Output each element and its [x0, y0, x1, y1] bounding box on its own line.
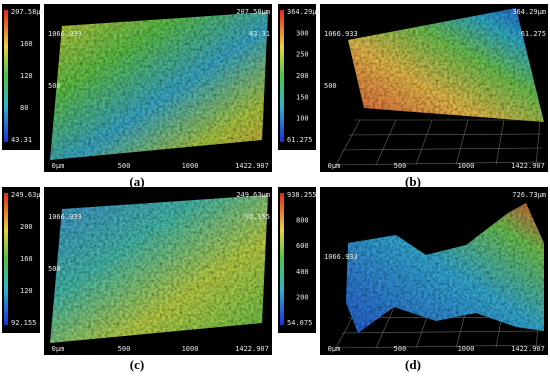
- colorbar-tick-label: 150: [296, 93, 309, 101]
- colorbar: 207.58μm 43.31 160 120 80: [2, 4, 45, 150]
- z-min-label: 61.275: [521, 30, 546, 38]
- colorbar-tick-label: 200: [296, 293, 309, 301]
- floor-grid: [341, 330, 543, 334]
- z-max-label: 207.58μm: [236, 8, 270, 16]
- colorbar: 938.255μm 54.075 800 600 400 200: [278, 187, 325, 333]
- z-max-label: 364.29μm: [512, 8, 546, 16]
- colorbar-tick-label: 200: [296, 72, 309, 80]
- colorbar-tick-label: 250: [296, 51, 309, 59]
- x-axis-label: 0μm: [52, 162, 65, 170]
- colorbar-min: 61.275: [287, 136, 312, 144]
- z-max-label: 726.73μm: [512, 191, 546, 199]
- y-axis-label: 500: [48, 82, 61, 90]
- y-axis-label: 1066.933: [48, 30, 82, 38]
- surface-plot: 207.58μm 43.31 1066.933 500 0μm 500 1000 1422.9…: [44, 4, 272, 172]
- colorbar-tick-label: 80: [20, 104, 28, 112]
- colorbar-max: 364.29μm: [287, 8, 321, 16]
- colorbar-tick-label: 120: [20, 287, 33, 295]
- floor-grid: [495, 119, 505, 166]
- floor-grid: [415, 119, 433, 166]
- colorbar-max: 249.63μm: [11, 191, 45, 199]
- floor-grid: [535, 119, 541, 166]
- surface-plot: 249.63μm 92.155 1066.933 500 0μm 500 1000 1422.…: [44, 187, 272, 355]
- x-axis-label: 1000: [182, 162, 199, 170]
- colorbar-tick-label: 800: [296, 217, 309, 225]
- colorbar-max: 207.58μm: [11, 8, 45, 16]
- surface-plot: 726.73μm 1066.933 0μm 500 1000 1422.907: [320, 187, 548, 355]
- colorbar-frame: [2, 4, 40, 150]
- y-axis-label: 1066.933: [324, 253, 358, 261]
- z-min-label: 43.31: [249, 30, 270, 38]
- colorbar-min: 43.31: [11, 136, 32, 144]
- x-axis-label: 500: [118, 345, 131, 353]
- panel: 938.255μm 54.075 800 600 400 200 726.73μm 1066.…: [278, 187, 548, 372]
- colorbar-frame: [2, 187, 40, 333]
- colorbar: 249.63μm 92.155 200 160 120: [2, 187, 45, 333]
- colorbar-tick-label: 300: [296, 29, 309, 37]
- y-axis-label: 1066.933: [324, 30, 358, 38]
- x-axis-label: 1000: [458, 345, 475, 353]
- floor-grid: [335, 161, 543, 166]
- colorbar-min: 54.075: [287, 319, 312, 327]
- colorbar-gradient: [4, 193, 8, 325]
- colorbar-tick-label: 120: [20, 72, 33, 80]
- colorbar-gradient: [280, 10, 284, 142]
- floor-grid: [341, 147, 543, 151]
- colorbar-tick-label: 100: [296, 115, 309, 123]
- surface: [346, 203, 544, 333]
- x-axis-label: 0μm: [52, 345, 65, 353]
- colorbar-tick-label: 160: [20, 255, 33, 263]
- floor-grid: [347, 133, 543, 136]
- y-axis-label: 1066.933: [48, 213, 82, 221]
- floor-grid: [455, 119, 469, 166]
- x-axis-label: 0μm: [328, 345, 341, 353]
- floor-grid: [375, 302, 397, 349]
- colorbar-tick-label: 200: [20, 223, 33, 231]
- x-axis-label: 1000: [458, 162, 475, 170]
- x-axis-label: 500: [118, 162, 131, 170]
- caption: (a): [129, 174, 144, 189]
- x-axis-label: 500: [394, 162, 407, 170]
- colorbar-frame: [278, 187, 316, 333]
- surface: [348, 8, 544, 122]
- x-axis-label: 1422.907: [235, 345, 269, 353]
- x-axis-label: 1422.907: [511, 345, 545, 353]
- x-axis-label: 500: [394, 345, 407, 353]
- colorbar-max: 938.255μm: [287, 191, 325, 199]
- colorbar-tick-label: 600: [296, 242, 309, 250]
- panel: 249.63μm 92.155 200 160 120 249.63μm 92.155 106…: [2, 187, 272, 372]
- caption: (b): [405, 174, 421, 189]
- colorbar-frame: [278, 4, 316, 150]
- surface: [50, 195, 268, 343]
- panel: 207.58μm 43.31 160 120 80 207.58μm 43.31 1066.9…: [2, 4, 272, 189]
- surface-plot: 364.29μm 61.275 1066.933 500 0μm 500 1000 1422.…: [320, 4, 548, 172]
- z-max-label: 249.63μm: [236, 191, 270, 199]
- caption: (c): [130, 357, 144, 372]
- x-axis-label: 1422.907: [235, 162, 269, 170]
- colorbar-gradient: [4, 10, 8, 142]
- colorbar-tick-label: 160: [20, 40, 33, 48]
- z-min-label: 92.155: [245, 213, 270, 221]
- panel: 364.29μm 61.275 300 250 200 150 100 364.29μm 61.…: [278, 4, 548, 189]
- caption: (d): [405, 357, 421, 372]
- surface: [50, 12, 268, 160]
- colorbar: 364.29μm 61.275 300 250 200 150 100: [278, 4, 321, 150]
- y-axis-label: 500: [48, 265, 61, 273]
- x-axis-label: 0μm: [328, 162, 341, 170]
- colorbar-gradient: [280, 193, 284, 325]
- floor-grid: [375, 119, 397, 166]
- colorbar-tick-label: 400: [296, 268, 309, 276]
- x-axis-label: 1000: [182, 345, 199, 353]
- colorbar-min: 92.155: [11, 319, 36, 327]
- floor-grid: [335, 344, 543, 349]
- floor-grid: [335, 119, 361, 166]
- y-axis-label: 500: [324, 82, 337, 90]
- x-axis-label: 1422.907: [511, 162, 545, 170]
